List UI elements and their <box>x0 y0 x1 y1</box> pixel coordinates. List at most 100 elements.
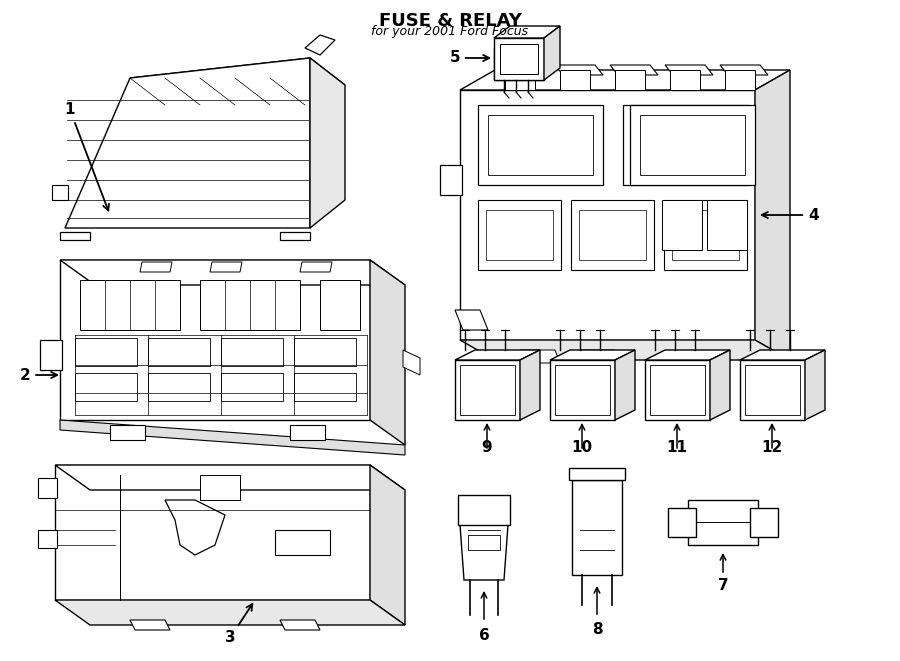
Polygon shape <box>569 468 625 480</box>
Polygon shape <box>130 58 345 105</box>
Polygon shape <box>52 185 68 200</box>
Polygon shape <box>221 373 283 401</box>
Polygon shape <box>165 500 225 555</box>
Polygon shape <box>633 115 738 175</box>
Polygon shape <box>623 105 748 185</box>
Polygon shape <box>662 200 702 250</box>
Polygon shape <box>455 360 520 420</box>
Polygon shape <box>805 350 825 420</box>
Polygon shape <box>200 280 300 330</box>
Polygon shape <box>55 465 370 600</box>
Polygon shape <box>455 350 540 360</box>
Polygon shape <box>488 115 593 175</box>
Polygon shape <box>60 420 405 455</box>
Text: FUSE & RELAY: FUSE & RELAY <box>379 12 521 30</box>
Polygon shape <box>544 26 560 80</box>
Polygon shape <box>750 508 778 537</box>
Polygon shape <box>486 210 553 260</box>
Polygon shape <box>320 280 360 330</box>
Polygon shape <box>55 600 405 625</box>
Polygon shape <box>670 70 700 90</box>
Polygon shape <box>221 338 283 366</box>
Polygon shape <box>460 525 508 580</box>
Text: 12: 12 <box>761 440 783 455</box>
Polygon shape <box>500 65 548 75</box>
Polygon shape <box>740 350 825 360</box>
Polygon shape <box>440 165 462 195</box>
Polygon shape <box>38 478 57 498</box>
Polygon shape <box>520 350 540 420</box>
Text: 10: 10 <box>572 440 592 455</box>
Polygon shape <box>275 530 330 555</box>
Polygon shape <box>615 350 635 420</box>
Polygon shape <box>725 70 755 90</box>
Text: for your 2001 Ford Focus: for your 2001 Ford Focus <box>372 25 528 38</box>
Polygon shape <box>370 465 405 625</box>
Polygon shape <box>200 475 240 500</box>
Text: 1: 1 <box>65 102 109 210</box>
Text: 7: 7 <box>717 578 728 592</box>
Polygon shape <box>720 65 768 75</box>
Polygon shape <box>630 105 755 185</box>
Polygon shape <box>60 260 370 420</box>
Polygon shape <box>560 70 590 90</box>
Polygon shape <box>60 260 405 285</box>
Text: 9: 9 <box>482 440 492 455</box>
Polygon shape <box>645 360 710 420</box>
Polygon shape <box>455 310 488 330</box>
Text: 11: 11 <box>667 440 688 455</box>
Polygon shape <box>370 260 405 445</box>
Polygon shape <box>40 340 62 370</box>
Polygon shape <box>55 465 405 490</box>
Polygon shape <box>555 65 603 75</box>
Text: 4: 4 <box>761 208 819 223</box>
Polygon shape <box>460 340 790 360</box>
Text: 6: 6 <box>479 627 490 642</box>
Text: 3: 3 <box>225 604 252 646</box>
Polygon shape <box>300 262 332 272</box>
Polygon shape <box>75 338 137 366</box>
Polygon shape <box>290 425 325 440</box>
Polygon shape <box>210 262 242 272</box>
Polygon shape <box>745 365 800 415</box>
Polygon shape <box>148 373 210 401</box>
Polygon shape <box>130 620 170 630</box>
Polygon shape <box>460 365 515 415</box>
Polygon shape <box>280 232 310 240</box>
Polygon shape <box>478 200 561 270</box>
Text: 5: 5 <box>449 50 490 65</box>
Text: 8: 8 <box>591 623 602 637</box>
Text: 2: 2 <box>20 368 58 383</box>
Polygon shape <box>468 535 500 550</box>
Polygon shape <box>688 500 758 545</box>
Polygon shape <box>710 350 730 420</box>
Polygon shape <box>75 373 137 401</box>
Polygon shape <box>505 70 535 90</box>
Polygon shape <box>140 262 172 272</box>
Polygon shape <box>148 338 210 366</box>
Polygon shape <box>571 200 654 270</box>
Polygon shape <box>65 58 310 228</box>
Polygon shape <box>494 26 560 38</box>
Polygon shape <box>640 115 745 175</box>
Polygon shape <box>80 280 180 330</box>
Polygon shape <box>478 105 603 185</box>
Polygon shape <box>294 338 356 366</box>
Polygon shape <box>650 365 705 415</box>
Polygon shape <box>500 44 538 74</box>
Polygon shape <box>310 58 345 228</box>
Circle shape <box>674 514 690 530</box>
Polygon shape <box>550 360 615 420</box>
Polygon shape <box>664 200 747 270</box>
Polygon shape <box>550 350 635 360</box>
Polygon shape <box>403 350 420 375</box>
Polygon shape <box>610 65 658 75</box>
Polygon shape <box>580 350 620 363</box>
Polygon shape <box>110 425 145 440</box>
Polygon shape <box>579 210 646 260</box>
Polygon shape <box>665 65 713 75</box>
Polygon shape <box>460 70 790 90</box>
Polygon shape <box>460 90 755 340</box>
Polygon shape <box>280 620 320 630</box>
Polygon shape <box>615 70 645 90</box>
